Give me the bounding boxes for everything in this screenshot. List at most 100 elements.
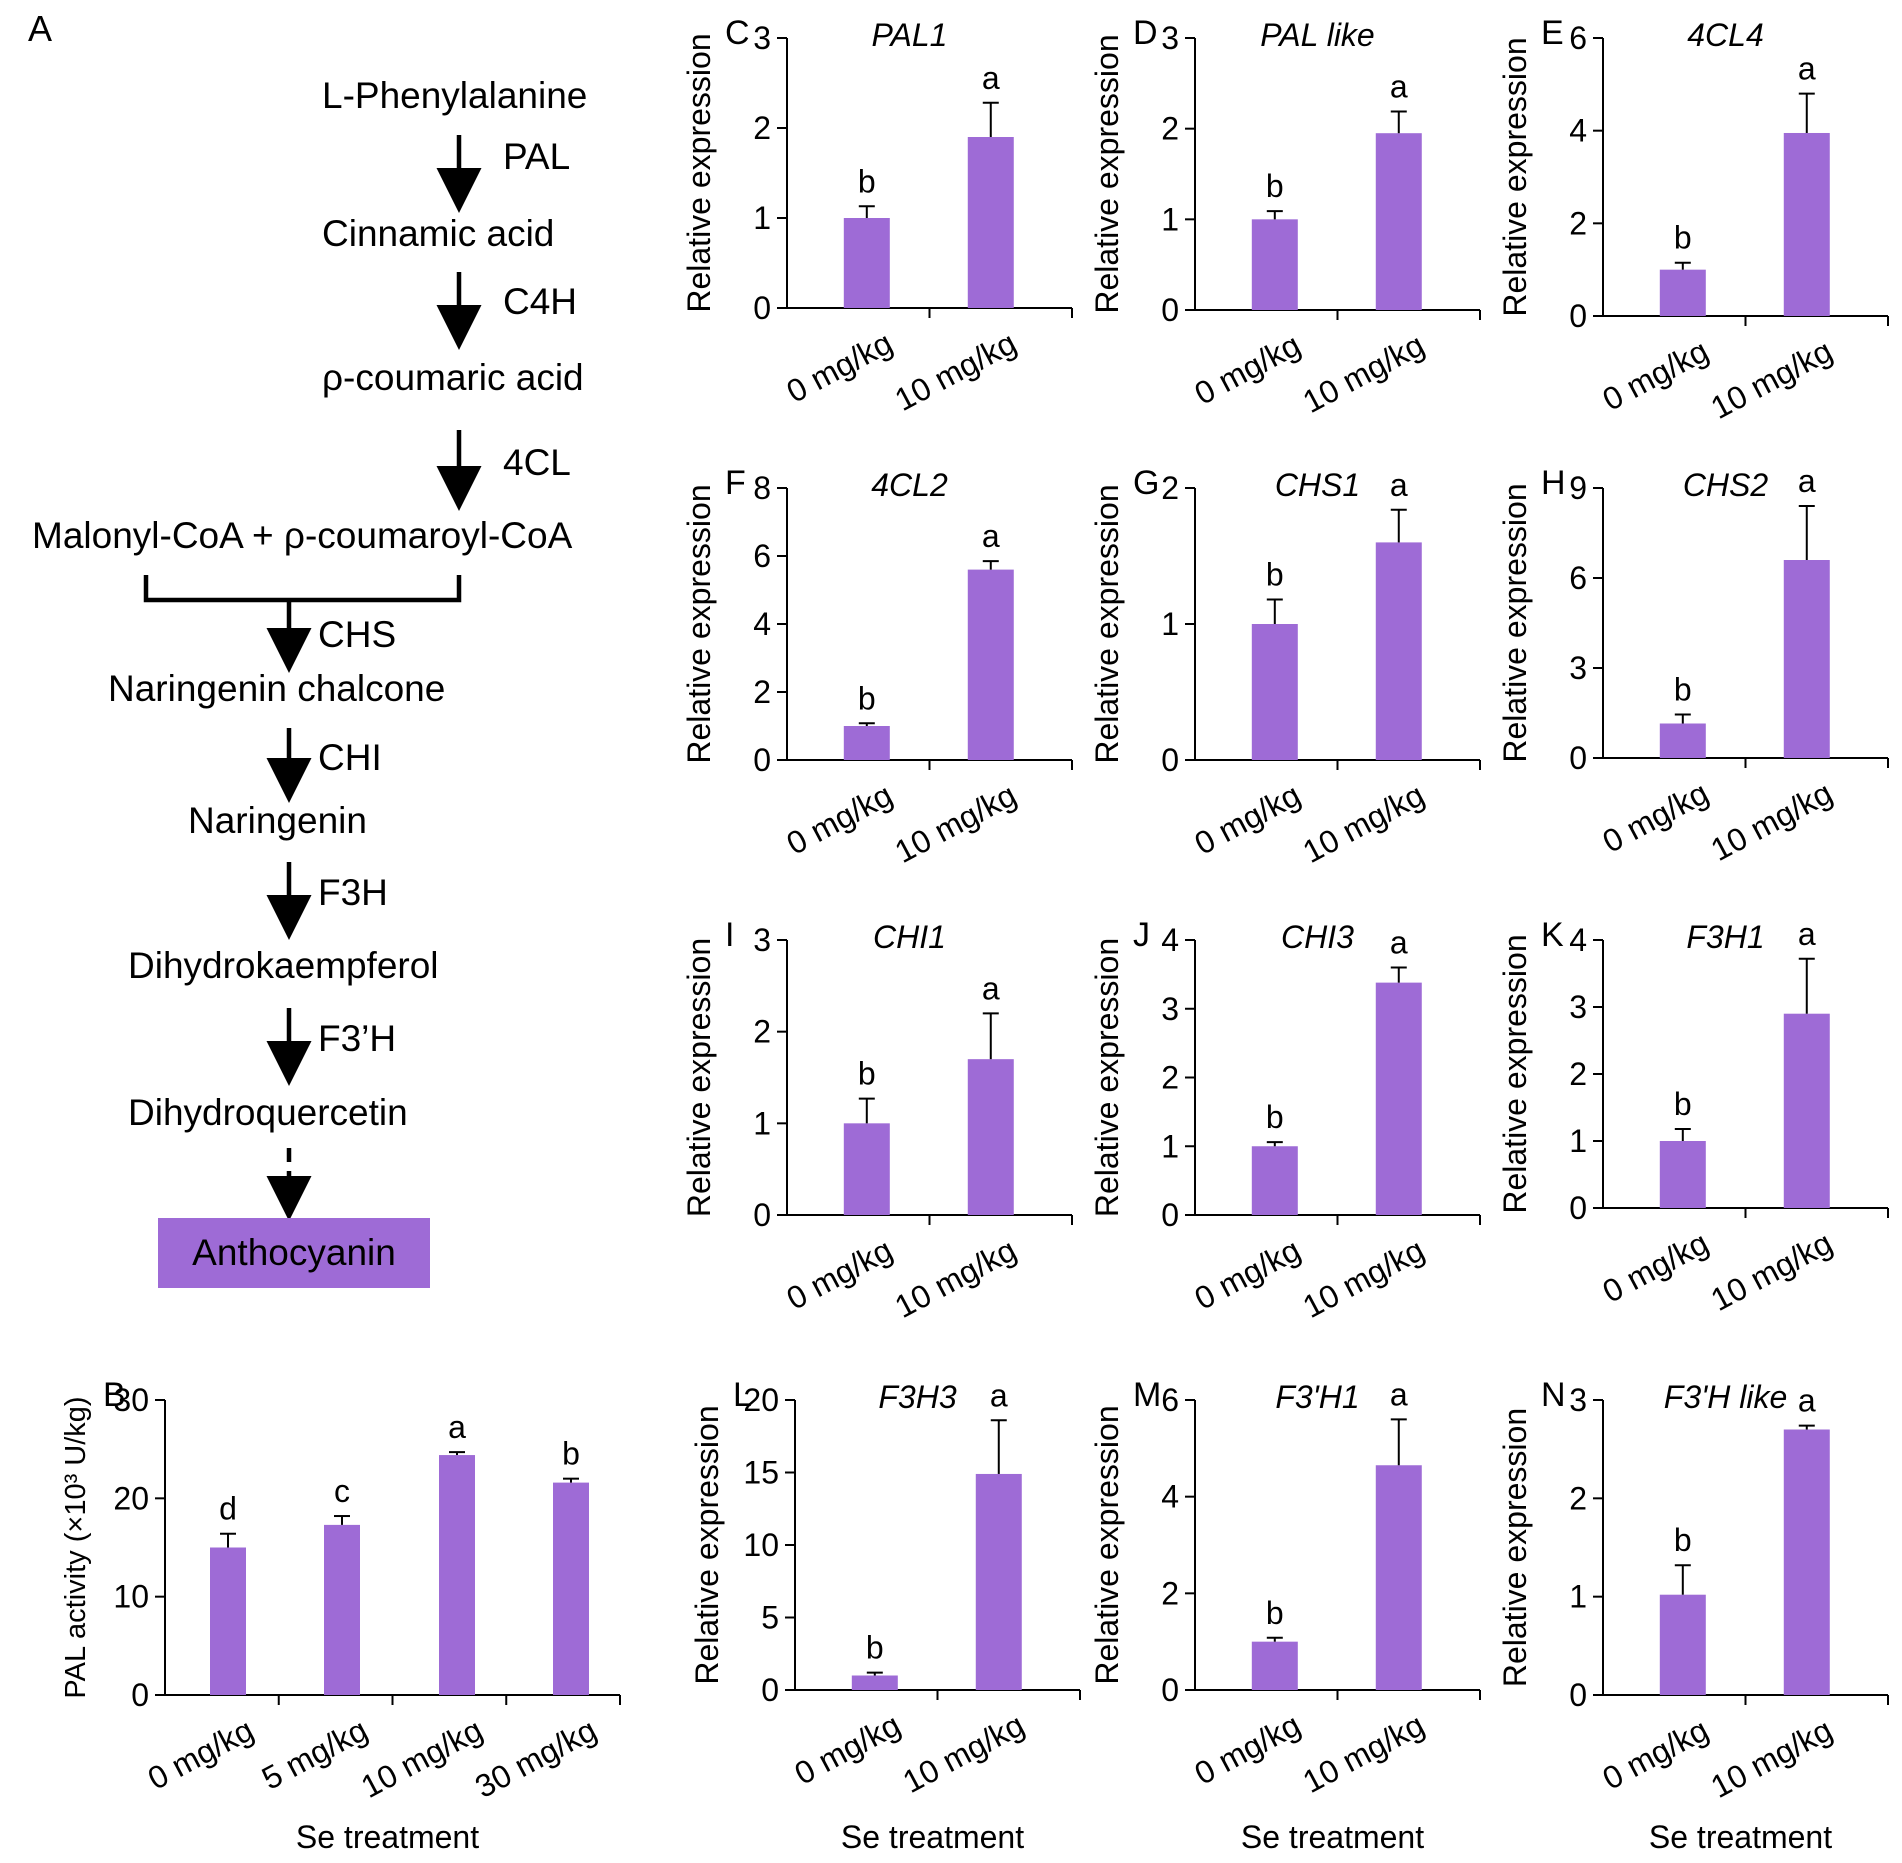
chart-title-h: CHS2	[1683, 467, 1769, 503]
category-label-i-1: 10 mg/kg	[889, 1231, 1022, 1325]
enzyme-4cl: 4CL	[503, 442, 571, 483]
significance-letter-e-1: a	[1798, 51, 1816, 87]
y-tick-label-d-1: 1	[1161, 201, 1179, 237]
y-tick-label-l-1: 5	[761, 1600, 779, 1636]
panel-label-i: I	[725, 916, 734, 954]
bar-b-0	[210, 1547, 246, 1695]
bar-f-1	[967, 569, 1014, 760]
compound-dihydroquercetin: Dihydroquercetin	[128, 1092, 408, 1133]
panel-label-b: B	[103, 1376, 126, 1414]
significance-letter-j-1: a	[1390, 925, 1408, 961]
y-tick-label-l-3: 15	[743, 1455, 779, 1491]
bar-f-0	[843, 726, 890, 760]
compound-cinnamic-acid: Cinnamic acid	[322, 213, 555, 254]
category-label-c-0: 0 mg/kg	[781, 324, 898, 409]
chart-title-i: CHI1	[873, 919, 946, 955]
y-tick-label-m-1: 2	[1161, 1575, 1179, 1611]
enzyme-f3prime-h: F3’H	[318, 1018, 397, 1059]
y-tick-label-c-3: 3	[753, 20, 771, 56]
significance-letter-f-0: b	[858, 680, 876, 716]
x-axis-title-b: Se treatment	[296, 1819, 479, 1855]
significance-letter-f-1: a	[982, 518, 1000, 554]
panel-label-n: N	[1541, 1376, 1566, 1414]
category-label-l-0: 0 mg/kg	[789, 1706, 906, 1791]
bar-n-1	[1783, 1429, 1830, 1695]
significance-letter-m-1: a	[1390, 1376, 1408, 1412]
y-tick-label-b-0: 0	[131, 1677, 149, 1713]
y-tick-label-f-2: 4	[753, 606, 771, 642]
category-label-f-1: 10 mg/kg	[889, 776, 1022, 870]
category-label-e-0: 0 mg/kg	[1597, 332, 1714, 417]
category-label-n-0: 0 mg/kg	[1597, 1711, 1714, 1796]
bar-g-0	[1251, 624, 1298, 760]
significance-letter-h-1: a	[1798, 463, 1816, 499]
y-tick-label-l-2: 10	[743, 1527, 779, 1563]
category-label-k-0: 0 mg/kg	[1597, 1224, 1714, 1309]
y-tick-label-f-4: 8	[753, 470, 771, 506]
y-tick-label-b-2: 20	[113, 1480, 149, 1516]
significance-letter-c-0: b	[858, 163, 876, 199]
y-axis-label-h: Relative expression	[1497, 483, 1533, 762]
bar-b-3	[553, 1482, 589, 1695]
chart-title-e: 4CL4	[1687, 17, 1764, 53]
y-tick-label-h-1: 3	[1569, 650, 1587, 686]
y-tick-label-d-0: 0	[1161, 292, 1179, 328]
compound-l-phenylalanine: L-Phenylalanine	[322, 75, 588, 116]
significance-letter-k-0: b	[1674, 1086, 1692, 1122]
category-label-f-0: 0 mg/kg	[781, 776, 898, 861]
pathway-arrows	[143, 135, 482, 1221]
compound-naringenin: Naringenin	[188, 800, 367, 841]
panel-label-a: A	[28, 8, 53, 49]
significance-letter-n-0: b	[1674, 1522, 1692, 1558]
category-label-k-1: 10 mg/kg	[1705, 1224, 1838, 1318]
y-tick-label-e-3: 6	[1569, 20, 1587, 56]
compound-naringenin-chalcone: Naringenin chalcone	[108, 668, 446, 709]
y-tick-label-m-0: 0	[1161, 1672, 1179, 1708]
y-tick-label-l-0: 0	[761, 1672, 779, 1708]
bar-k-0	[1659, 1141, 1706, 1208]
y-axis-label-i: Relative expression	[681, 938, 717, 1217]
category-label-d-1: 10 mg/kg	[1297, 326, 1430, 420]
panel-label-h: H	[1541, 464, 1566, 502]
y-tick-label-e-2: 4	[1569, 113, 1587, 149]
significance-letter-b-1: c	[334, 1473, 350, 1509]
chart-title-m: F3'H1	[1275, 1379, 1359, 1415]
bar-k-1	[1783, 1013, 1830, 1208]
panel-label-f: F	[725, 464, 746, 502]
y-tick-label-e-0: 0	[1569, 298, 1587, 334]
y-tick-label-j-0: 0	[1161, 1197, 1179, 1233]
y-tick-label-l-4: 20	[743, 1382, 779, 1418]
category-label-j-1: 10 mg/kg	[1297, 1231, 1430, 1325]
y-tick-label-c-0: 0	[753, 290, 771, 326]
panel-label-d: D	[1133, 14, 1158, 52]
bar-l-0	[851, 1675, 898, 1690]
y-tick-label-e-1: 2	[1569, 205, 1587, 241]
category-label-b-1: 5 mg/kg	[256, 1711, 373, 1796]
bar-h-1	[1783, 560, 1830, 758]
y-tick-label-g-2: 2	[1161, 470, 1179, 506]
y-axis-label-b: PAL activity (×10³ U/kg)	[60, 1396, 92, 1698]
category-label-d-0: 0 mg/kg	[1189, 326, 1306, 411]
y-tick-label-j-1: 1	[1161, 1128, 1179, 1164]
y-tick-label-g-0: 0	[1161, 742, 1179, 778]
y-tick-label-j-2: 2	[1161, 1060, 1179, 1096]
x-axis-title-m: Se treatment	[1241, 1819, 1424, 1855]
y-axis-label-d: Relative expression	[1089, 34, 1125, 313]
y-axis-label-j: Relative expression	[1089, 938, 1125, 1217]
y-tick-label-k-2: 2	[1569, 1056, 1587, 1092]
category-label-b-3: 30 mg/kg	[469, 1711, 602, 1805]
significance-letter-n-1: a	[1798, 1383, 1816, 1419]
bar-m-1	[1375, 1465, 1422, 1690]
chart-title-d: PAL like	[1260, 17, 1374, 53]
category-label-m-1: 10 mg/kg	[1297, 1706, 1430, 1800]
y-tick-label-n-0: 0	[1569, 1677, 1587, 1713]
y-axis-label-c: Relative expression	[681, 33, 717, 312]
category-label-e-1: 10 mg/kg	[1705, 332, 1838, 426]
y-axis-label-k: Relative expression	[1497, 934, 1533, 1213]
y-tick-label-m-3: 6	[1161, 1382, 1179, 1418]
enzyme-f3h: F3H	[318, 872, 388, 913]
chart-title-k: F3H1	[1686, 919, 1764, 955]
y-tick-label-k-1: 1	[1569, 1123, 1587, 1159]
bar-m-0	[1251, 1641, 1298, 1690]
